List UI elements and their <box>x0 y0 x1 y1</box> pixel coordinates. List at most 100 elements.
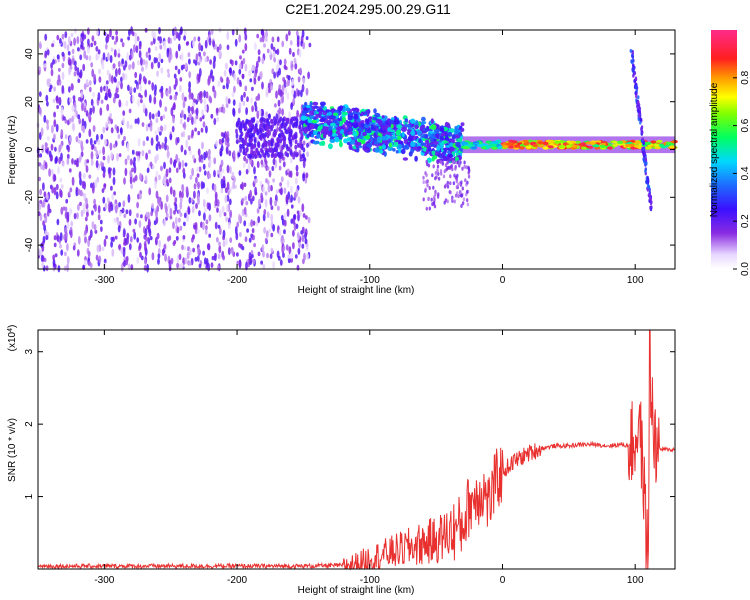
heatmap-cell <box>215 140 219 148</box>
heatmap-cell <box>410 141 416 148</box>
heatmap-cell <box>239 63 242 69</box>
heatmap-cell <box>237 152 241 158</box>
heatmap-cell <box>66 44 70 52</box>
heatmap-cell <box>105 121 108 129</box>
heatmap-cell <box>389 119 394 125</box>
heatmap-cell <box>514 144 521 148</box>
heatmap-cell <box>449 190 452 195</box>
heatmap-cell <box>104 43 108 50</box>
heatmap-cell <box>154 130 158 136</box>
heatmap-cell <box>98 68 101 75</box>
heatmap-cell <box>276 48 280 56</box>
heatmap-cell <box>232 99 236 106</box>
heatmap-cell <box>160 115 163 121</box>
heatmap-cell <box>569 140 576 144</box>
heatmap-cell <box>121 139 125 147</box>
heatmap-cell <box>116 221 120 226</box>
heatmap-cell <box>85 197 88 206</box>
heatmap-cell <box>352 122 359 129</box>
heatmap-cell <box>457 194 460 199</box>
heatmap-cell <box>102 172 106 179</box>
heatmap-cell <box>301 226 305 234</box>
heatmap-cell <box>339 128 344 135</box>
heatmap-cell <box>193 36 197 42</box>
heatmap-cell <box>306 104 311 109</box>
heatmap-cell <box>132 177 136 183</box>
heatmap-cell <box>268 228 271 233</box>
heatmap-cell <box>107 154 110 164</box>
heatmap-cell <box>140 57 143 66</box>
heatmap-cell <box>435 133 440 139</box>
heatmap-cell <box>266 48 270 54</box>
heatmap-cell <box>48 168 51 177</box>
heatmap-cell <box>269 196 273 206</box>
heatmap-cell <box>120 81 123 90</box>
heatmap-cell <box>640 125 644 130</box>
heatmap-cell <box>294 139 298 145</box>
heatmap-cell <box>139 193 142 200</box>
heatmap-cell <box>450 197 454 202</box>
heatmap-cell <box>60 106 64 116</box>
snr-x-axis-label: Height of straight line (km) <box>298 585 415 596</box>
heatmap-cell <box>169 157 173 165</box>
heatmap-cell <box>63 40 67 49</box>
heatmap-cell <box>206 187 209 194</box>
heatmap-cell <box>44 161 48 170</box>
heatmap-cell <box>200 45 204 52</box>
snr-y-multiplier-base: (x10 <box>7 331 18 351</box>
heatmap-cell <box>259 127 263 133</box>
heatmap-cell <box>278 118 281 124</box>
heatmap-cell <box>295 30 299 37</box>
heatmap-cell <box>241 49 245 54</box>
heatmap-cell <box>163 218 167 227</box>
heatmap-cell <box>117 52 121 58</box>
heatmap-cell <box>245 158 249 164</box>
heatmap-cell <box>104 139 107 146</box>
heatmap-cell <box>422 180 425 185</box>
heatmap-cell <box>270 247 274 253</box>
heatmap-cell <box>264 199 268 208</box>
heatmap-cell <box>232 180 236 190</box>
heatmap-cell <box>78 171 82 180</box>
heatmap-cell <box>174 216 178 225</box>
heatmap-cell <box>244 236 248 243</box>
heatmap-cell <box>231 29 235 36</box>
heatmap-cell <box>293 57 297 64</box>
heatmap-cell <box>93 40 97 46</box>
heatmap-cell <box>175 77 178 87</box>
heatmap-cell <box>447 131 453 137</box>
heatmap-cell <box>235 132 239 140</box>
heatmap-cell <box>218 241 221 247</box>
heatmap-cell <box>272 51 276 60</box>
heatmap-cell <box>172 116 175 124</box>
heatmap-cell <box>258 134 262 140</box>
heatmap-cell <box>95 254 99 261</box>
heatmap-cell <box>456 160 460 165</box>
heatmap-cell <box>144 259 147 265</box>
heatmap-cell <box>558 144 565 148</box>
heatmap-cell <box>63 265 67 272</box>
heatmap-cell <box>219 164 223 173</box>
heatmap-cell <box>155 117 159 124</box>
heatmap-cell <box>226 164 230 174</box>
heatmap-cell <box>255 147 259 153</box>
heatmap-cell <box>303 252 306 261</box>
heatmap-cell <box>272 261 275 270</box>
heatmap-cell <box>100 226 103 233</box>
heatmap-cell <box>155 190 159 199</box>
heatmap-cell <box>87 46 90 54</box>
heatmap-cell <box>453 199 456 204</box>
heatmap-cell <box>200 127 204 133</box>
heatmap-cell <box>259 37 263 43</box>
heatmap-cell <box>106 69 110 76</box>
heatmap-cell <box>251 118 255 124</box>
heatmap-cell <box>281 40 285 48</box>
heatmap-cell <box>297 89 301 97</box>
heatmap-cell <box>71 176 75 186</box>
heatmap-cell <box>283 140 287 146</box>
heatmap-cell <box>126 142 130 152</box>
heatmap-cell <box>635 91 638 96</box>
heatmap-cell <box>367 129 372 134</box>
heatmap-cell <box>148 54 152 61</box>
heatmap-cell <box>243 207 247 215</box>
